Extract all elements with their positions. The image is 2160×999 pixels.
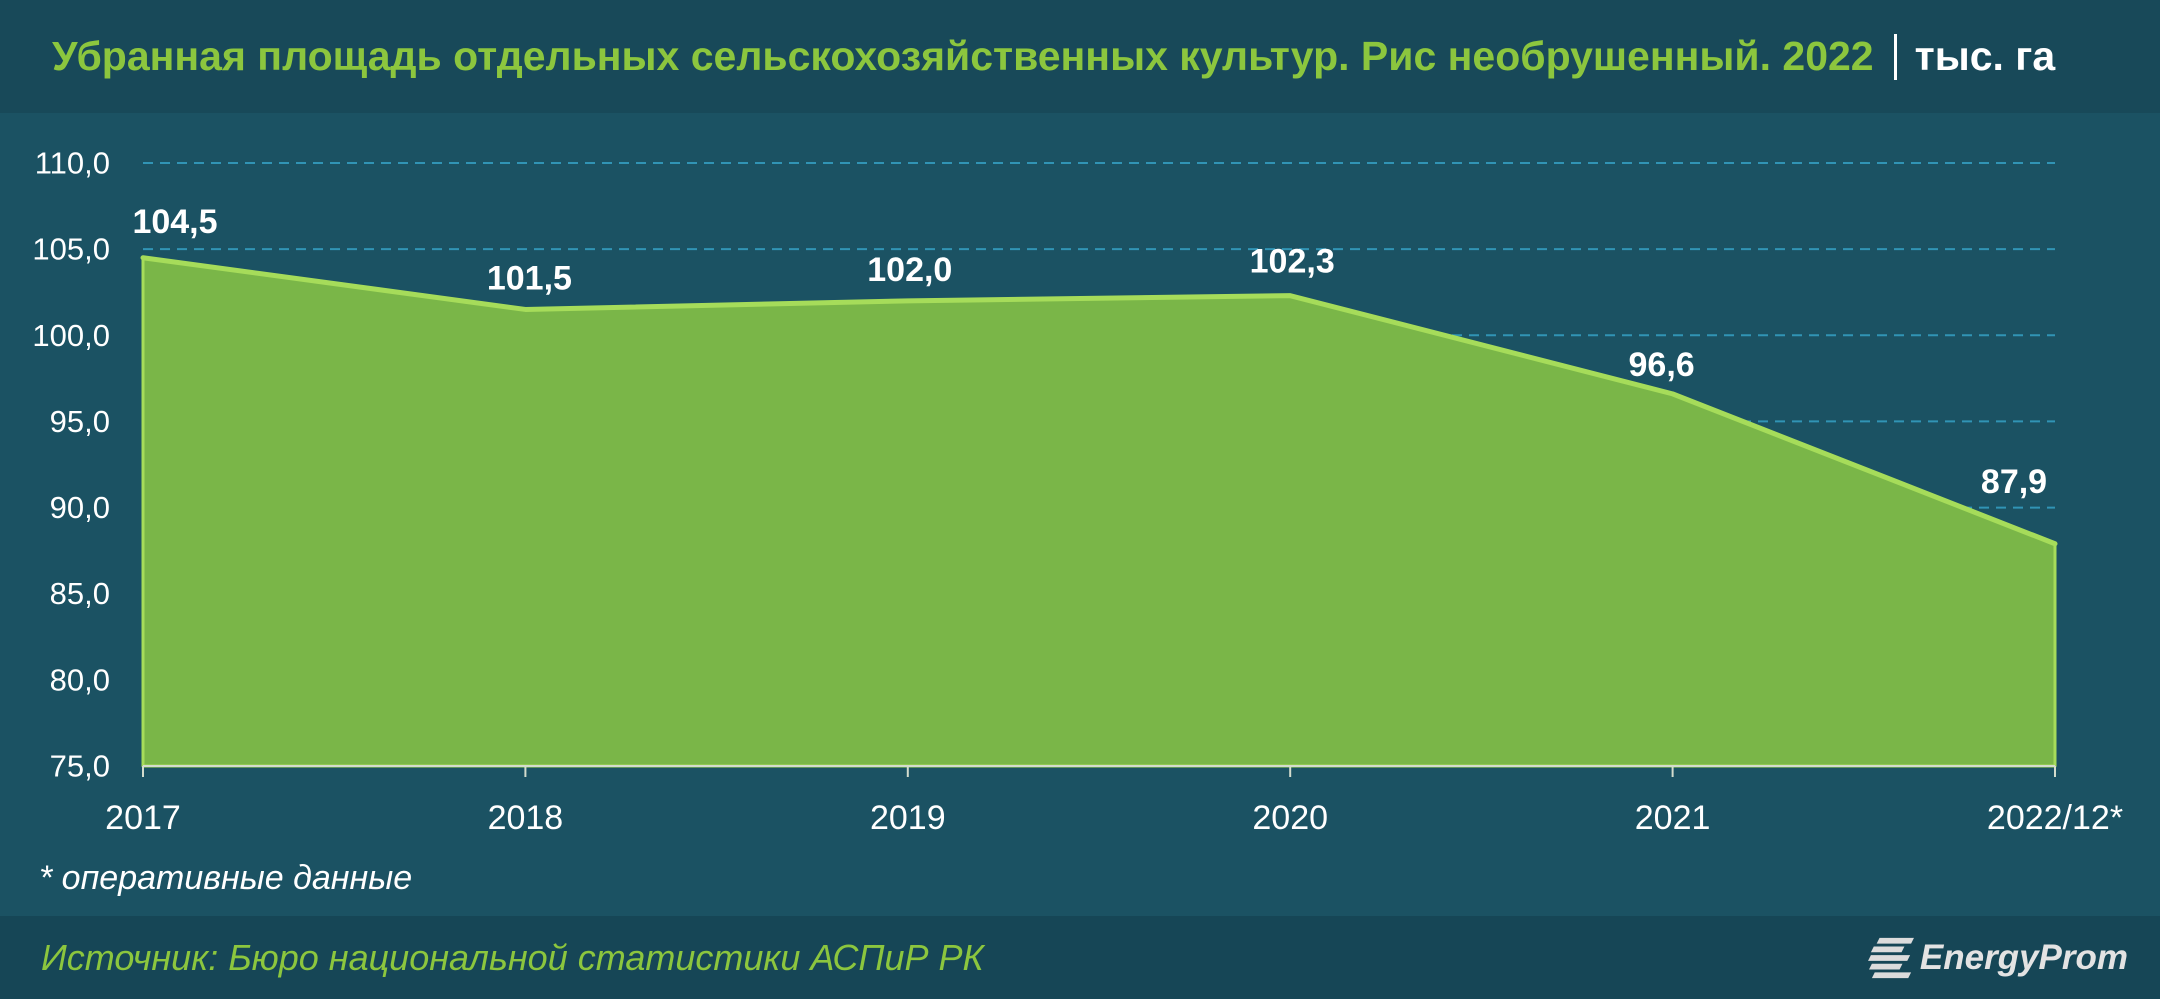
y-tick-label: 80,0 bbox=[50, 662, 110, 697]
footnote: * оперативные данные bbox=[39, 859, 413, 897]
energyprom-logo: EnergyProm bbox=[1866, 936, 2128, 980]
y-tick-label: 105,0 bbox=[32, 232, 110, 267]
data-label: 101,5 bbox=[487, 259, 572, 297]
x-tick-label: 2021 bbox=[1635, 799, 1711, 837]
data-label: 102,0 bbox=[867, 251, 952, 289]
energyprom-logo-icon bbox=[1867, 937, 1914, 978]
area-fill bbox=[141, 256, 2057, 768]
title-divider bbox=[1893, 33, 1897, 80]
data-label: 87,9 bbox=[1981, 463, 2047, 501]
source-text: Источник: Бюро национальной статистики А… bbox=[41, 936, 984, 978]
y-tick-label: 85,0 bbox=[50, 576, 110, 611]
x-tick-label: 2022/12* bbox=[1987, 799, 2123, 837]
data-label: 104,5 bbox=[132, 203, 217, 241]
logo-text: EnergyProm bbox=[1919, 937, 2128, 977]
footer: Источник: Бюро национальной статистики А… bbox=[0, 916, 2160, 999]
chart-title: Убранная площадь отдельных сельскохозяйс… bbox=[52, 33, 1874, 79]
unit-label: тыс. га bbox=[1914, 33, 2056, 79]
data-label: 102,3 bbox=[1250, 243, 1335, 281]
x-tick-label: 2020 bbox=[1252, 799, 1328, 837]
y-tick-label: 75,0 bbox=[50, 749, 110, 784]
y-tick-label: 90,0 bbox=[50, 490, 110, 525]
data-label: 96,6 bbox=[1629, 346, 1695, 384]
x-tick-label: 2018 bbox=[488, 799, 564, 837]
area-line bbox=[140, 255, 2058, 547]
y-tick-label: 110,0 bbox=[35, 146, 110, 181]
x-tick-label: 2019 bbox=[870, 799, 946, 837]
y-tick-label: 95,0 bbox=[50, 404, 110, 439]
title-bar: Убранная площадь отдельных сельскохозяйс… bbox=[0, 0, 2160, 113]
y-tick-label: 100,0 bbox=[32, 318, 110, 353]
x-tick-label: 2017 bbox=[105, 799, 181, 837]
